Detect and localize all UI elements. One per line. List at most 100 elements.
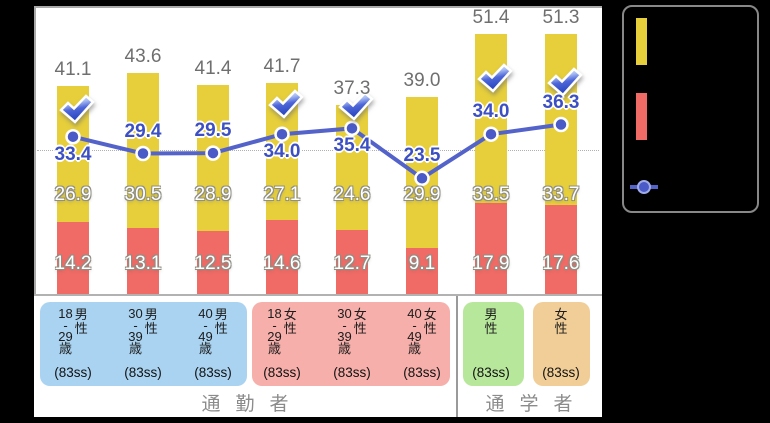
- total-label-0: 41.1: [54, 59, 92, 81]
- category-sample-size-4: (83ss): [333, 365, 371, 380]
- chart-panel: 41.1 26.9 14.2 33.4 43.6 30.5 13.1 29.4 41.4 28.9…: [34, 6, 602, 417]
- category-gender-label-2: 男 性: [214, 307, 228, 336]
- check-icon-4: [338, 91, 374, 121]
- category-cell-2: 40 - 49 歳男 性 (83ss): [181, 302, 245, 386]
- category-sample-size-1: (83ss): [124, 365, 162, 380]
- red-value-label-7: 17.6: [542, 253, 580, 274]
- line-point-5: [414, 170, 430, 187]
- bar-segment-red-7: [545, 204, 577, 294]
- line-point-6: [483, 126, 499, 142]
- group-label-commuter: 通勤者: [201, 394, 304, 415]
- category-age-label-1: 30 - 39 歳: [128, 306, 143, 356]
- category-gender-label-4: 女 性: [353, 307, 367, 336]
- category-text-2: 40 - 49 歳男 性: [181, 302, 245, 356]
- yellow-value-label-7: 33.7: [542, 184, 580, 205]
- bar-segment-red-0: [57, 222, 89, 294]
- plot-area: 41.1 26.9 14.2 33.4 43.6 30.5 13.1 29.4 41.4 28.9…: [34, 6, 602, 298]
- check-icon-0: [59, 94, 95, 124]
- red-value-label-5: 9.1: [408, 253, 436, 274]
- legend-box: [622, 5, 759, 213]
- category-band-orange: [533, 302, 590, 386]
- line-point-0: [65, 128, 81, 145]
- red-value-label-2: 12.5: [194, 253, 232, 274]
- category-gender-label-0: 男 性: [74, 307, 88, 336]
- line-value-label-7: 36.3: [542, 91, 580, 113]
- line-value-label-4: 35.4: [333, 135, 371, 157]
- total-label-3: 41.7: [263, 55, 301, 77]
- line-value-label-1: 29.4: [124, 120, 162, 142]
- y-axis-line: [34, 6, 36, 296]
- line-point-4: [344, 120, 360, 137]
- category-gender-label-3: 女 性: [283, 307, 297, 336]
- line-point-1: [135, 145, 151, 162]
- group-label-student: 通学者: [485, 394, 588, 415]
- legend-yellow-swatch: [636, 18, 647, 65]
- yellow-value-label-3: 27.1: [263, 184, 301, 205]
- category-band-green: [463, 302, 524, 386]
- category-sample-size-6: (83ss): [472, 365, 510, 380]
- category-text-7: 女 性: [529, 302, 593, 335]
- yellow-value-label-2: 28.9: [194, 184, 232, 205]
- category-cell-7: 女 性 (83ss): [529, 302, 593, 386]
- category-text-3: 18 - 29 歳女 性: [250, 302, 314, 356]
- category-sample-size-0: (83ss): [54, 365, 92, 380]
- check-icon-3: [268, 89, 304, 119]
- total-label-7: 51.3: [542, 7, 580, 29]
- yellow-value-label-6: 33.5: [472, 184, 510, 205]
- bar-segment-red-3: [266, 220, 298, 294]
- red-value-label-1: 13.1: [124, 253, 162, 274]
- total-label-2: 41.4: [194, 57, 232, 79]
- category-cell-6: 男 性 (83ss): [459, 302, 523, 386]
- category-text-4: 30 - 39 歳女 性: [320, 302, 384, 356]
- red-value-label-4: 12.7: [333, 253, 371, 274]
- category-cell-3: 18 - 29 歳女 性 (83ss): [250, 302, 314, 386]
- bar-segment-red-6: [475, 203, 507, 294]
- category-age-label-2: 40 - 49 歳: [198, 306, 213, 356]
- yellow-value-label-0: 26.9: [54, 184, 92, 205]
- panel-top-border: [34, 6, 602, 8]
- category-cell-1: 30 - 39 歳男 性 (83ss): [111, 302, 175, 386]
- yellow-value-label-1: 30.5: [124, 184, 162, 205]
- category-cell-5: 40 - 49 歳女 性 (83ss): [390, 302, 454, 386]
- line-point-7: [553, 116, 569, 133]
- yellow-value-label-5: 29.9: [403, 184, 441, 205]
- category-age-label-0: 18 - 29 歳: [58, 306, 73, 356]
- red-value-label-0: 14.2: [54, 253, 92, 274]
- line-value-label-5: 23.5: [403, 145, 441, 167]
- yellow-value-label-4: 24.6: [333, 184, 371, 205]
- legend-line-marker-icon: [630, 180, 658, 194]
- category-sample-size-2: (83ss): [194, 365, 232, 380]
- total-label-1: 43.6: [124, 46, 162, 68]
- line-point-3: [274, 126, 290, 142]
- line-series: [65, 116, 569, 187]
- legend-red-swatch: [636, 93, 647, 140]
- bar-segment-red-4: [336, 229, 368, 294]
- category-gender-label-7: 女 性: [554, 307, 568, 336]
- category-sample-size-5: (83ss): [403, 365, 441, 380]
- category-cell-0: 18 - 29 歳男 性 (83ss): [41, 302, 105, 386]
- category-text-5: 40 - 49 歳女 性: [390, 302, 454, 356]
- x-axis-line: [34, 294, 602, 296]
- reference-dotted-line: [37, 150, 599, 151]
- line-value-label-6: 34.0: [472, 101, 510, 123]
- category-gender-label-5: 女 性: [423, 307, 437, 336]
- category-age-label-4: 30 - 39 歳: [337, 306, 352, 356]
- category-band-pink: [252, 302, 450, 386]
- category-age-label-5: 40 - 49 歳: [407, 306, 422, 356]
- category-sample-size-7: (83ss): [542, 365, 580, 380]
- red-value-label-6: 17.9: [472, 253, 510, 274]
- bar-segment-red-1: [127, 227, 159, 294]
- red-value-label-3: 14.6: [263, 253, 301, 274]
- category-text-0: 18 - 29 歳男 性: [41, 302, 105, 356]
- group-divider-line: [456, 296, 458, 417]
- category-cell-4: 30 - 39 歳女 性 (83ss): [320, 302, 384, 386]
- line-value-label-3: 34.0: [263, 141, 301, 163]
- bar-segment-yellow-6: [475, 33, 507, 204]
- category-text-6: 男 性: [459, 302, 523, 335]
- category-text-1: 30 - 39 歳男 性: [111, 302, 175, 356]
- category-age-label-3: 18 - 29 歳: [267, 306, 282, 356]
- bar-segment-red-5: [406, 247, 438, 294]
- category-band-blue: [40, 302, 247, 386]
- bar-segment-red-2: [197, 230, 229, 294]
- total-label-6: 51.4: [472, 6, 510, 28]
